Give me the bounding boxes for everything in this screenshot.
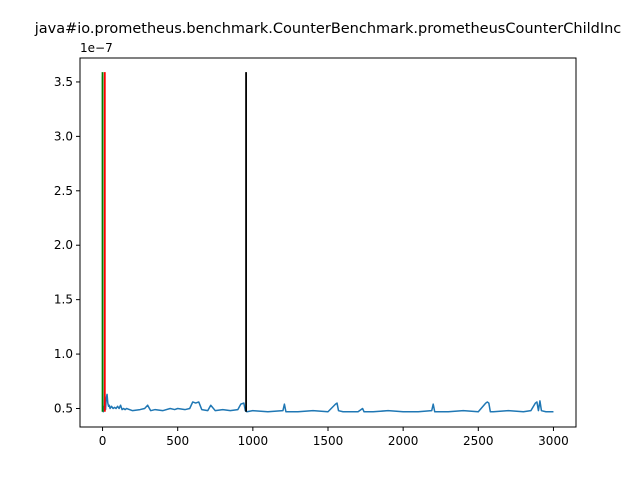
chart-title: java#io.prometheus.benchmark.CounterBenc… [34, 21, 622, 37]
x-tick-label: 2500 [463, 434, 494, 448]
y-tick-label: 3.0 [54, 129, 73, 143]
plot-area [101, 72, 554, 413]
series-line-0 [101, 76, 554, 413]
x-tick-label: 500 [166, 434, 189, 448]
y-tick-label: 2.5 [54, 184, 73, 198]
x-tick-label: 1000 [238, 434, 269, 448]
axes-frame [79, 57, 577, 428]
y-tick-label: 1.0 [54, 347, 73, 361]
y-tick-label: 2.0 [54, 238, 73, 252]
y-tick-label: 3.5 [54, 75, 73, 89]
x-tick-label: 1500 [313, 434, 344, 448]
y-offset-label: 1e−7 [80, 41, 113, 55]
x-tick-label: 2000 [388, 434, 419, 448]
x-tick-label: 0 [99, 434, 107, 448]
x-tick-label: 3000 [538, 434, 569, 448]
y-tick-label: 1.5 [54, 293, 73, 307]
y-tick-label: 0.5 [54, 401, 73, 415]
axes: 0 500 1000 1500 2000 2500 3000 0.5 1.0 1.5 2.0 2.5 3… [54, 57, 577, 448]
